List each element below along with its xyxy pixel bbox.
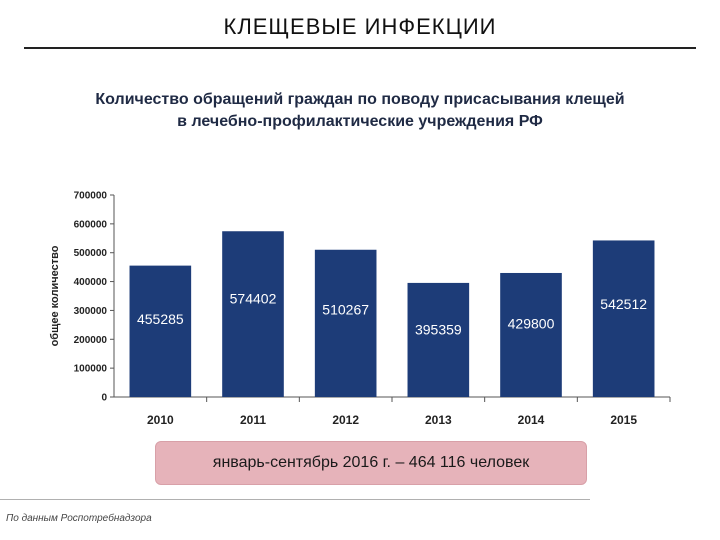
source-note: По данным Роспотребнадзора xyxy=(6,513,152,524)
x-tick-label: 2013 xyxy=(425,413,452,427)
bar-2015 xyxy=(592,240,655,397)
data-label: 542512 xyxy=(600,296,647,312)
bar-2011 xyxy=(222,231,284,397)
chart-heading-line-1: Количество обращений граждан по поводу п… xyxy=(95,91,625,108)
x-tick-label: 2011 xyxy=(240,413,266,427)
data-label: 395359 xyxy=(415,322,462,338)
x-tick-label: 2014 xyxy=(518,413,545,427)
bar-2010 xyxy=(129,265,192,397)
chart-heading-line-2: в лечебно-профилактические учреждения РФ xyxy=(177,113,543,130)
bar-2014 xyxy=(500,272,562,397)
y-tick-label: 400000 xyxy=(74,277,108,288)
x-tick-label: 2010 xyxy=(147,413,174,427)
data-label: 510267 xyxy=(322,302,369,318)
slide-title: КЛЕЩЕВЫЕ ИНФЕКЦИИ xyxy=(223,14,497,39)
data-label: 429800 xyxy=(508,316,555,332)
x-tick-label: 2015 xyxy=(610,413,637,427)
footer-divider xyxy=(0,499,590,500)
period-note-box: январь-сентябрь 2016 г. – 464 116 челове… xyxy=(155,441,587,485)
chart-heading: Количество обращений граждан по поводу п… xyxy=(40,89,680,133)
y-tick-label: 200000 xyxy=(74,335,108,346)
data-label: 455285 xyxy=(137,311,184,327)
title-divider xyxy=(24,47,696,49)
y-axis-title: общее количество xyxy=(49,245,61,346)
bar-chart: 0 100000 200000 300000 400000 500000 600000 700… xyxy=(49,191,671,427)
period-note-text: январь-сентябрь 2016 г. – 464 116 челове… xyxy=(212,454,530,471)
y-tick-label: 300000 xyxy=(74,306,108,317)
y-tick-label: 0 xyxy=(101,393,107,404)
y-tick-label: 100000 xyxy=(74,364,108,375)
y-tick-label: 700000 xyxy=(74,191,108,202)
bar-2013 xyxy=(407,282,470,397)
x-tick-label: 2012 xyxy=(332,413,359,427)
y-tick-label: 500000 xyxy=(74,248,108,259)
data-label: 574402 xyxy=(230,291,277,307)
y-tick-label: 600000 xyxy=(74,219,108,230)
bar-2012 xyxy=(314,249,377,397)
